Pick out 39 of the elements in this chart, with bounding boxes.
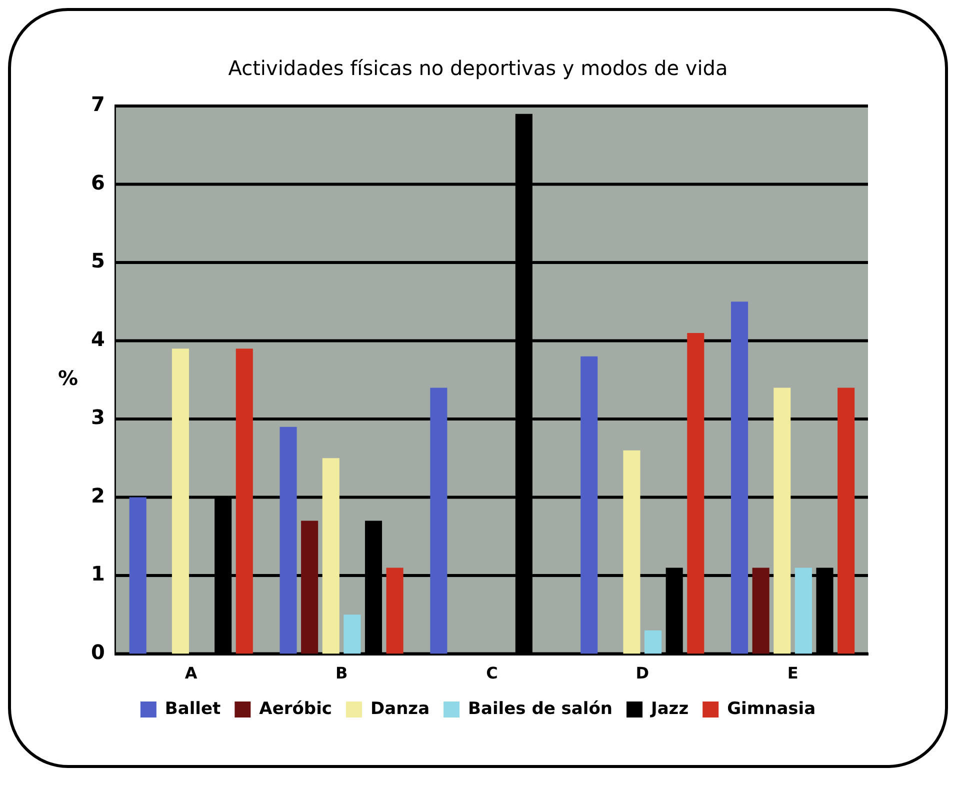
y-tick-label: 1 [90,562,105,586]
y-tick-label: 4 [90,326,105,351]
bar [301,520,318,654]
bar [129,497,146,654]
y-tick-label: 0 [90,640,105,664]
bar [430,388,448,654]
bar [322,458,340,654]
x-tick-label: D [636,664,650,683]
x-tick-label: B [335,664,348,683]
bar [280,426,297,654]
y-tick-label: 6 [90,170,105,194]
legend-label: Danza [370,698,430,719]
y-tick-label: 3 [90,405,105,430]
x-tick-label: C [486,664,498,683]
bar [344,614,361,654]
bar [386,568,404,654]
legend-label: Bailes de salón [468,698,613,719]
bar [580,356,598,654]
bar [752,568,770,654]
y-tick-label: 2 [90,483,105,508]
bar [644,630,662,654]
y-tick-label: 5 [90,248,105,273]
bar [774,388,791,654]
legend-label: Jazz [650,698,689,719]
bar [838,388,855,654]
y-axis-title: % [58,366,78,390]
x-tick-label: E [787,664,798,683]
y-tick-label: 7 [90,92,105,116]
bar [623,450,640,654]
bar [794,568,812,654]
legend-label: Ballet [164,698,221,719]
legend-label: Gimnasia [727,698,816,719]
bar [730,302,748,654]
bar [236,348,253,654]
bar [172,348,189,654]
chart-title: Actividades físicas no deportivas y modos de vida [228,56,728,80]
bar [687,332,704,654]
legend-label: Aeróbic [259,698,332,719]
x-tick-label: A [184,664,198,683]
